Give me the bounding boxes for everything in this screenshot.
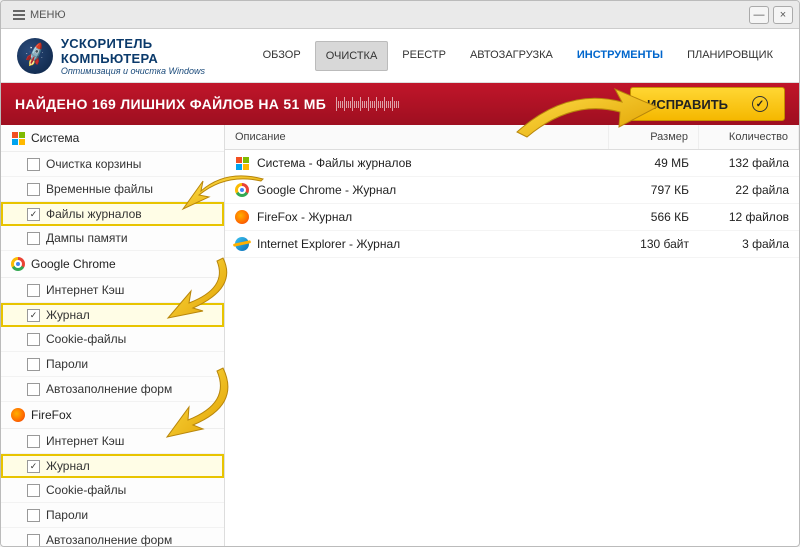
fix-button[interactable]: ИСПРАВИТЬ ✓	[630, 87, 785, 121]
checkbox[interactable]	[27, 309, 40, 322]
checkbox[interactable]	[27, 534, 40, 547]
sidebar-item[interactable]: Автозаполнение форм	[1, 528, 224, 546]
row-desc: Internet Explorer - Журнал	[257, 237, 400, 251]
sidebar-item-label: Очистка корзины	[46, 157, 141, 171]
sidebar-item[interactable]: Пароли	[1, 503, 224, 528]
nav-реестр[interactable]: РЕЕСТР	[392, 41, 456, 71]
sidebar-item-label: Журнал	[46, 459, 90, 473]
nav-обзор[interactable]: ОБЗОР	[253, 41, 311, 71]
sidebar-item-label: Пароли	[46, 508, 88, 522]
sidebar-item-label: Пароли	[46, 357, 88, 371]
nav-автозагрузка[interactable]: АВТОЗАГРУЗКА	[460, 41, 563, 71]
window-controls: — ×	[749, 6, 793, 24]
table-row[interactable]: Internet Explorer - Журнал 130 байт3 файл…	[225, 231, 799, 258]
row-desc: Система - Файлы журналов	[257, 156, 412, 170]
minimize-button[interactable]: —	[749, 6, 769, 24]
row-size: 797 КБ	[609, 177, 699, 203]
brand-title: УСКОРИТЕЛЬ КОМПЬЮТЕРА	[61, 36, 253, 66]
sidebar-item[interactable]: Cookie-файлы	[1, 327, 224, 352]
app-window: МЕНЮ — × 🚀 УСКОРИТЕЛЬ КОМПЬЮТЕРА Оптимиз…	[0, 0, 800, 547]
nav-инструменты[interactable]: ИНСТРУМЕНТЫ	[567, 41, 673, 71]
sidebar-item-label: Интернет Кэш	[46, 283, 124, 297]
ticks-graphic	[336, 97, 399, 111]
sidebar-item[interactable]: Дампы памяти	[1, 226, 224, 251]
checkbox[interactable]	[27, 484, 40, 497]
banner-text: НАЙДЕНО 169 ЛИШНИХ ФАЙЛОВ НА 51 МБ	[15, 96, 326, 112]
checkbox[interactable]	[27, 509, 40, 522]
col-description[interactable]: Описание	[225, 125, 609, 149]
content: Система Очистка корзины Временные файлы Фай…	[1, 125, 799, 546]
row-count: 12 файлов	[699, 204, 799, 230]
sidebar-item-label: Дампы памяти	[46, 231, 128, 245]
col-size[interactable]: Размер	[609, 125, 699, 149]
checkbox[interactable]	[27, 158, 40, 171]
table-body: Система - Файлы журналов49 МБ132 файлаGo…	[225, 150, 799, 546]
sidebar-item-label: Cookie-файлы	[46, 483, 126, 497]
sidebar-group-google-chrome[interactable]: Google Chrome	[1, 251, 224, 278]
sidebar[interactable]: Система Очистка корзины Временные файлы Фай…	[1, 125, 225, 546]
checkbox[interactable]	[27, 208, 40, 221]
sidebar-item-label: Временные файлы	[46, 182, 153, 196]
checkbox[interactable]	[27, 358, 40, 371]
row-size: 49 МБ	[609, 150, 699, 176]
sidebar-item-label: Автозаполнение форм	[46, 533, 172, 546]
logo-text: УСКОРИТЕЛЬ КОМПЬЮТЕРА Оптимизация и очис…	[61, 36, 253, 76]
nav-планировщик[interactable]: ПЛАНИРОВЩИК	[677, 41, 783, 71]
main-nav: ОБЗОРОЧИСТКАРЕЕСТРАВТОЗАГРУЗКАИНСТРУМЕНТ…	[253, 41, 783, 71]
sidebar-item-label: Интернет Кэш	[46, 434, 124, 448]
status-banner: НАЙДЕНО 169 ЛИШНИХ ФАЙЛОВ НА 51 МБ ИСПРА…	[1, 83, 799, 125]
hamburger-icon	[13, 10, 25, 20]
row-size: 130 байт	[609, 231, 699, 257]
sidebar-item-label: Файлы журналов	[46, 207, 142, 221]
checkbox[interactable]	[27, 284, 40, 297]
menu-button[interactable]: МЕНЮ	[7, 6, 72, 24]
col-count[interactable]: Количество	[699, 125, 799, 149]
sidebar-item[interactable]: Интернет Кэш	[1, 278, 224, 303]
sidebar-item[interactable]: Очистка корзины	[1, 152, 224, 177]
checkbox[interactable]	[27, 435, 40, 448]
sidebar-item[interactable]: Cookie-файлы	[1, 478, 224, 503]
sidebar-group-firefox[interactable]: FireFox	[1, 402, 224, 429]
sidebar-item-label: Журнал	[46, 308, 90, 322]
menu-label: МЕНЮ	[30, 9, 66, 21]
checkbox[interactable]	[27, 333, 40, 346]
brand-subtitle: Оптимизация и очистка Windows	[61, 66, 253, 76]
fix-button-label: ИСПРАВИТЬ	[647, 97, 728, 112]
table-row[interactable]: FireFox - Журнал 566 КБ12 файлов	[225, 204, 799, 231]
logo-icon: 🚀	[17, 38, 53, 74]
row-desc: FireFox - Журнал	[257, 210, 352, 224]
logo: 🚀 УСКОРИТЕЛЬ КОМПЬЮТЕРА Оптимизация и оч…	[17, 36, 253, 76]
row-desc: Google Chrome - Журнал	[257, 183, 396, 197]
checkbox[interactable]	[27, 383, 40, 396]
close-button[interactable]: ×	[773, 6, 793, 24]
row-count: 132 файла	[699, 150, 799, 176]
sidebar-item-label: Cookie-файлы	[46, 332, 126, 346]
sidebar-item[interactable]: Журнал	[1, 303, 224, 327]
checkbox[interactable]	[27, 183, 40, 196]
sidebar-item[interactable]: Файлы журналов	[1, 202, 224, 226]
header: 🚀 УСКОРИТЕЛЬ КОМПЬЮТЕРА Оптимизация и оч…	[1, 29, 799, 83]
sidebar-item[interactable]: Временные файлы	[1, 177, 224, 202]
table-row[interactable]: Система - Файлы журналов 49 МБ132 файла	[225, 150, 799, 177]
row-count: 22 файла	[699, 177, 799, 203]
sidebar-item-label: Автозаполнение форм	[46, 382, 172, 396]
sidebar-item[interactable]: Автозаполнение форм	[1, 377, 224, 402]
nav-очистка[interactable]: ОЧИСТКА	[315, 41, 389, 71]
table-row[interactable]: Google Chrome - Журнал 797 КБ22 файла	[225, 177, 799, 204]
table-header: Описание Размер Количество	[225, 125, 799, 150]
main-panel: Описание Размер Количество Система - Фай…	[225, 125, 799, 546]
titlebar: МЕНЮ — ×	[1, 1, 799, 29]
sidebar-group-система[interactable]: Система	[1, 125, 224, 152]
sidebar-item[interactable]: Интернет Кэш	[1, 429, 224, 454]
check-icon: ✓	[752, 96, 768, 112]
sidebar-item[interactable]: Пароли	[1, 352, 224, 377]
sidebar-item[interactable]: Журнал	[1, 454, 224, 478]
row-count: 3 файла	[699, 231, 799, 257]
row-size: 566 КБ	[609, 204, 699, 230]
checkbox[interactable]	[27, 460, 40, 473]
checkbox[interactable]	[27, 232, 40, 245]
